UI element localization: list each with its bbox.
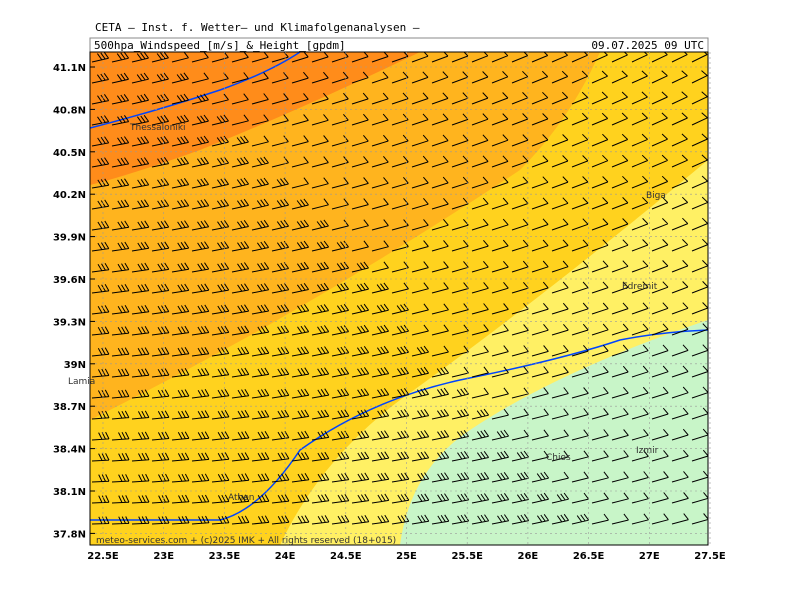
zone [90, 52, 420, 185]
place-label: Izmir [636, 446, 659, 456]
footer: meteo-services.com + (c)2025 IMK + All r… [96, 536, 396, 546]
map-date: 09.07.2025 09 UTC [591, 39, 704, 52]
lon-label: 26E [518, 551, 539, 562]
lat-label: 39.3N [53, 317, 86, 328]
map-title: 500hpa_Windspeed_[m/s]_&_Height_[gpdm] [94, 39, 346, 52]
lat-label: 40.5N [53, 148, 86, 159]
map-frame [89, 51, 709, 546]
lon-label: 25E [396, 551, 417, 562]
lat-label: 38.4N [53, 445, 86, 456]
height-contour [90, 329, 708, 521]
lon-label: 24.5E [330, 551, 362, 562]
place-label: Edremit [622, 282, 658, 292]
lon-label: 23.5E [209, 551, 241, 562]
lon-label: 22.5E [87, 551, 119, 562]
lat-label: 40.8N [53, 105, 86, 116]
lat-label: 39.9N [53, 233, 86, 244]
institute: CETA – Inst. f. Wetter– und Klimafolgena… [95, 21, 420, 34]
lon-label: 27.5E [694, 551, 726, 562]
lat-label: 40.2N [53, 190, 86, 201]
lon-label: 25.5E [451, 551, 483, 562]
place-label: Chios [546, 453, 571, 463]
lat-label: 39N [64, 360, 86, 371]
place-label: Biga [646, 191, 666, 201]
place-label: Lamia [68, 377, 95, 387]
lat-label: 41.1N [53, 63, 86, 74]
lon-label: 24E [275, 551, 296, 562]
lat-label: 37.8N [53, 529, 86, 540]
place-label: Athen [228, 493, 254, 503]
lat-label: 38.7N [53, 402, 86, 413]
lon-label: 27E [639, 551, 660, 562]
lon-label: 26.5E [573, 551, 605, 562]
lon-label: 23E [153, 551, 174, 562]
height-contour [90, 52, 301, 129]
wind-barbs [91, 52, 708, 525]
lat-label: 38.1N [53, 487, 86, 498]
zone [400, 320, 708, 545]
lat-label: 39.6N [53, 275, 86, 286]
place-label: Thessaloniki [129, 123, 186, 133]
